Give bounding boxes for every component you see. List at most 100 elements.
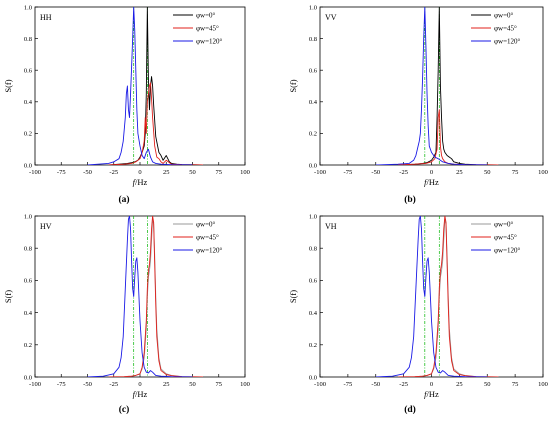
x-axis-label-var: f — [133, 177, 137, 187]
panel-annotation: HV — [40, 222, 52, 231]
x-axis-label: f/Hz — [133, 177, 148, 187]
x-tick-label: 25 — [456, 381, 463, 388]
series-line-3 — [87, 216, 193, 377]
chart-panel-d: -100 -75 -50 -25 0 25 50 75 100 0.0 0.2 0.4 0.6 0.8 1.… — [288, 213, 548, 415]
x-tick-label: -25 — [399, 381, 408, 388]
x-tick-label: 50 — [484, 381, 491, 388]
y-axis-label: S(f) — [3, 79, 13, 92]
series-line-2 — [398, 216, 499, 377]
x-tick-label: 50 — [189, 169, 196, 176]
x-tick-label: -25 — [109, 381, 118, 388]
x-tick-label: -100 — [29, 381, 41, 388]
series-line-2 — [108, 82, 204, 165]
legend-label: φw=45° — [196, 234, 219, 242]
panel-label: (a) — [118, 194, 129, 205]
x-tick-label: -100 — [314, 169, 326, 176]
x-tick-label: 25 — [163, 381, 170, 388]
y-tick-label: 0.8 — [309, 36, 317, 43]
x-tick-label: -100 — [29, 169, 41, 176]
x-tick-label: 100 — [240, 169, 250, 176]
x-axis-label-unit: /Hz — [427, 389, 440, 399]
y-tick-label: 0.4 — [24, 310, 33, 317]
x-tick-label: -50 — [83, 381, 92, 388]
x-axis-label-var: f — [133, 389, 137, 399]
x-tick-label: 0 — [430, 169, 433, 176]
y-tick-label: 0.6 — [309, 278, 318, 285]
legend-label: φw=120° — [494, 38, 521, 46]
y-tick-label: 0.2 — [309, 342, 317, 349]
x-tick-label: 0 — [430, 381, 433, 388]
y-axis-label: S(f) — [288, 290, 298, 303]
x-tick-label: 50 — [189, 381, 196, 388]
legend-label: φw=0° — [494, 12, 514, 20]
x-tick-label: 75 — [512, 169, 519, 176]
x-axis-label: f/Hz — [424, 389, 439, 399]
y-tick-label: 0.6 — [24, 68, 33, 75]
x-axis-label-var: f — [424, 177, 428, 187]
chart-panel-b: -100 -75 -50 -25 0 25 50 75 100 0.0 0.2 0.4 0.6 0.8 1.… — [288, 4, 548, 205]
x-axis-label-unit: /Hz — [135, 177, 148, 187]
y-tick-label: 1.0 — [309, 4, 317, 11]
x-axis-label: f/Hz — [133, 389, 148, 399]
legend-label: φw=0° — [196, 12, 216, 20]
legend-label: φw=45° — [494, 25, 517, 33]
legend-label: φw=0° — [494, 221, 514, 229]
x-tick-label: -75 — [344, 169, 353, 176]
series-line-3 — [87, 7, 193, 165]
panel-label: (d) — [404, 404, 416, 415]
y-tick-label: 0.4 — [309, 99, 318, 106]
y-tick-label: 0.6 — [309, 68, 318, 75]
y-tick-label: 0.0 — [24, 374, 32, 381]
legend-label: φw=120° — [196, 38, 223, 46]
x-tick-label: 75 — [216, 381, 223, 388]
x-tick-label: 100 — [240, 381, 250, 388]
y-tick-label: 0.6 — [24, 278, 33, 285]
x-tick-label: 100 — [538, 169, 548, 176]
x-axis-label-var: f — [424, 389, 428, 399]
y-tick-label: 0.2 — [24, 342, 32, 349]
y-tick-label: 1.0 — [309, 213, 317, 220]
y-tick-label: 0.8 — [309, 246, 317, 253]
y-tick-label: 1.0 — [24, 4, 32, 11]
series-line-3 — [375, 216, 488, 377]
x-tick-label: -25 — [109, 169, 118, 176]
panel-label: (b) — [404, 194, 416, 205]
x-tick-label: -50 — [371, 381, 380, 388]
panel-annotation: VH — [325, 222, 337, 231]
y-tick-label: 1.0 — [24, 213, 32, 220]
series-line-3 — [375, 7, 488, 165]
y-tick-label: 0.0 — [24, 162, 32, 169]
legend-label: φw=0° — [196, 221, 216, 229]
series-line-2 — [108, 216, 204, 377]
x-tick-label: 75 — [216, 169, 223, 176]
x-tick-label: 0 — [138, 169, 141, 176]
x-axis-label-unit: /Hz — [427, 177, 440, 187]
panel-annotation: VV — [325, 13, 337, 22]
y-tick-label: 0.2 — [24, 131, 32, 138]
y-tick-label: 0.2 — [309, 131, 317, 138]
x-tick-label: -100 — [314, 381, 326, 388]
legend-label: φw=45° — [494, 234, 517, 242]
y-tick-label: 0.0 — [309, 374, 317, 381]
series-line-1 — [398, 7, 499, 165]
y-tick-label: 0.8 — [24, 36, 32, 43]
x-tick-label: 25 — [163, 169, 170, 176]
y-tick-label: 0.0 — [309, 162, 317, 169]
y-axis-label: S(f) — [3, 290, 13, 303]
y-tick-label: 0.4 — [309, 310, 318, 317]
x-tick-label: 25 — [456, 169, 463, 176]
y-tick-label: 0.4 — [24, 99, 33, 106]
x-tick-label: 0 — [138, 381, 141, 388]
x-tick-label: -75 — [344, 381, 353, 388]
x-tick-label: -25 — [399, 169, 408, 176]
y-tick-label: 0.8 — [24, 246, 32, 253]
x-tick-label: 75 — [512, 381, 519, 388]
y-axis-label: S(f) — [288, 79, 298, 92]
x-tick-label: 50 — [484, 169, 491, 176]
legend-label: φw=120° — [196, 247, 223, 255]
x-tick-label: -50 — [371, 169, 380, 176]
series-line-1 — [108, 7, 204, 165]
legend-label: φw=45° — [196, 25, 219, 33]
x-tick-label: -50 — [83, 169, 92, 176]
chart-panel-c: -100 -75 -50 -25 0 25 50 75 100 0.0 0.2 0.4 0.6 0.8 1.… — [3, 213, 250, 415]
